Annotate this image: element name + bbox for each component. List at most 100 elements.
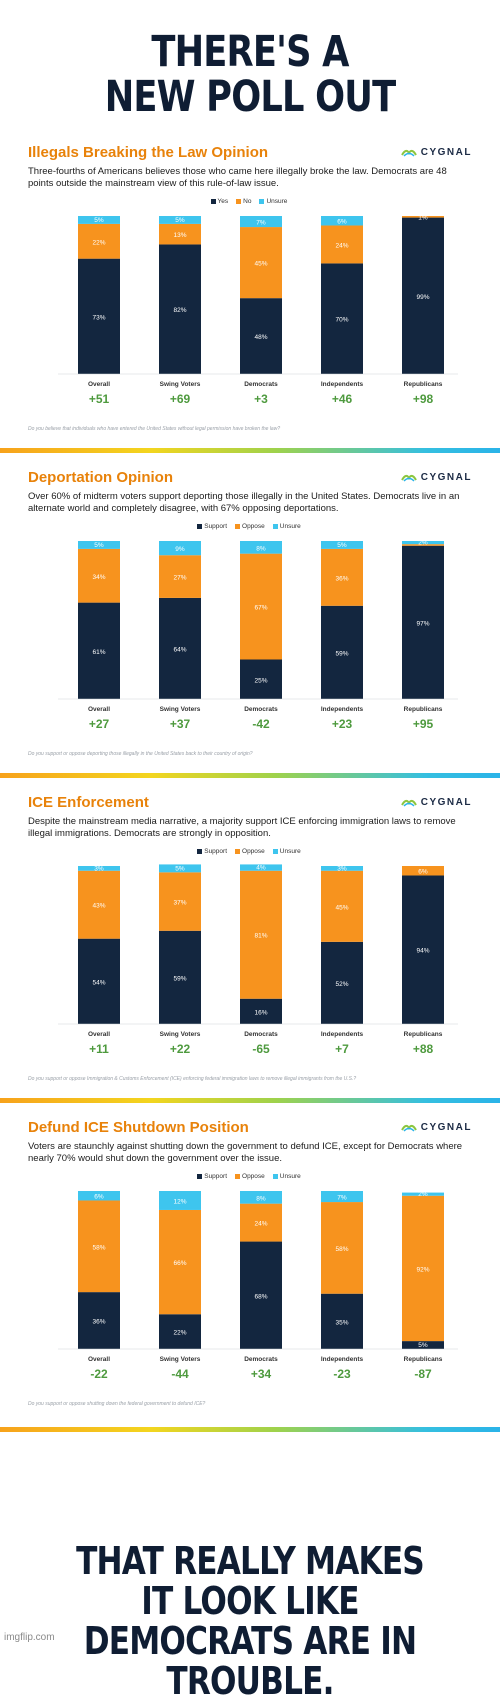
bar-data-label: 22% <box>173 1330 186 1337</box>
category-tick-label: Independents <box>321 1031 364 1038</box>
chart-footnote: Do you support or oppose shutting down t… <box>28 1401 206 1407</box>
bar-data-label: 7% <box>256 220 266 227</box>
meme-bottom-line-3: DEMOCRATS ARE IN TROUBLE. <box>83 1618 417 1703</box>
net-value-label: -65 <box>252 1042 270 1056</box>
bar-data-label: 68% <box>254 1293 267 1300</box>
cygnal-logo-icon <box>400 149 417 157</box>
bar-data-label: 5% <box>175 217 185 224</box>
bar-data-label: 25% <box>254 677 267 684</box>
bar-segment-oppose <box>78 1200 120 1293</box>
legend-item: Unsure <box>272 1173 301 1180</box>
legend-item: Yes <box>210 198 228 205</box>
category-tick-label: Swing Voters <box>160 706 201 713</box>
chart-subtitle: Over 60% of midterm voters support depor… <box>28 491 460 514</box>
bar-segment-oppose <box>159 1209 201 1315</box>
poll-panel: Illegals Breaking the Law Opinion CYGNAL T… <box>18 140 480 440</box>
legend-label: Oppose <box>242 523 265 530</box>
net-value-label: -42 <box>252 717 270 731</box>
chart-subtitle: Three-fourths of Americans believes thos… <box>28 166 447 189</box>
bar-segment-support <box>159 1314 201 1349</box>
bar-segment-yes <box>321 263 363 374</box>
legend-item: Unsure <box>259 198 287 205</box>
bar-segment-support <box>240 1241 282 1349</box>
bar-segment-support <box>78 602 120 699</box>
legend-item: Oppose <box>235 1173 265 1180</box>
bar-data-label: 66% <box>173 1260 186 1267</box>
bar-data-label: 97% <box>416 620 429 627</box>
bar-segment-oppose <box>321 548 363 606</box>
meme-top-line-2: NEW POLL OUT <box>104 72 396 123</box>
legend-label: Oppose <box>242 848 265 855</box>
bar-segment-unsure <box>78 1191 120 1201</box>
brand-name: CYGNAL <box>420 146 472 158</box>
legend-swatch <box>235 1174 241 1179</box>
bar-data-label: 36% <box>92 1319 105 1326</box>
legend-swatch <box>259 199 265 204</box>
legend-item: Oppose <box>235 523 265 530</box>
bar-segment-yes <box>159 244 201 374</box>
bar-data-label: 9% <box>175 546 185 553</box>
bar-data-label: 59% <box>335 650 348 657</box>
bar-data-label: 5% <box>94 542 104 549</box>
chart-subtitle: Voters are staunchly against shutting do… <box>28 1141 463 1164</box>
bar-segment-support <box>78 1292 120 1349</box>
bar-data-label: 45% <box>335 904 348 911</box>
bar-segment-support <box>78 938 120 1024</box>
bar-data-label: 12% <box>173 1198 186 1205</box>
chart-title: ICE Enforcement <box>28 794 149 811</box>
bar-data-label: 13% <box>173 232 186 239</box>
bar-segment-yes <box>78 258 120 374</box>
bar-data-label: 3% <box>94 865 104 872</box>
poll-panel: ICE Enforcement CYGNAL Despite the mainstr… <box>18 790 480 1090</box>
bar-segment-oppose <box>240 870 282 999</box>
bar-data-label: 7% <box>337 1195 347 1202</box>
chart-title: Deportation Opinion <box>28 469 173 486</box>
bar-segment-unsure <box>240 1191 282 1204</box>
bar-data-label: 94% <box>416 948 429 955</box>
bar-data-label: 82% <box>173 307 186 314</box>
gradient-divider <box>0 448 500 453</box>
stacked-bar-chart: 36% 58% 6% Overall -22 22% 66% 12% Swing Voters -… <box>58 1191 458 1381</box>
legend-swatch <box>272 524 278 529</box>
bar-segment-unsure <box>78 866 120 871</box>
bar-segment-support <box>159 597 201 699</box>
bar-segment-oppose <box>240 1203 282 1242</box>
legend-item: Support <box>197 848 227 855</box>
bar-data-label: 35% <box>335 1319 348 1326</box>
category-tick-label: Republicans <box>404 381 443 388</box>
meme-bottom-line-2: IT LOOK LIKE <box>141 1578 359 1623</box>
bar-segment-support <box>321 605 363 699</box>
legend-label: Support <box>204 848 228 855</box>
bar-data-label: 4% <box>256 865 266 872</box>
watermark: imgflip.com <box>4 1632 55 1643</box>
legend-swatch <box>197 849 203 854</box>
legend-swatch <box>272 849 278 854</box>
legend-item: Unsure <box>272 523 301 530</box>
chart-title: Illegals Breaking the Law Opinion <box>28 144 269 161</box>
bar-data-label: 27% <box>173 575 186 582</box>
bar-segment-support <box>159 930 201 1024</box>
bar-segment-unsure <box>159 1191 201 1210</box>
bar-segment-oppose <box>159 872 201 931</box>
bar-data-label: 48% <box>254 334 267 341</box>
bar-segment-support <box>240 998 282 1024</box>
bar-data-label: 73% <box>92 314 105 321</box>
legend-label: Unsure <box>266 198 288 205</box>
category-tick-label: Republicans <box>404 1356 443 1363</box>
legend-label: No <box>243 198 252 205</box>
brand-logo: CYGNAL <box>400 146 472 158</box>
bar-segment-no <box>159 223 201 245</box>
bar-segment-unsure <box>321 216 363 226</box>
legend-label: Support <box>204 1173 228 1180</box>
brand-name: CYGNAL <box>420 796 472 808</box>
cygnal-logo-icon <box>400 474 417 482</box>
bar-data-label: 92% <box>416 1266 429 1273</box>
category-tick-label: Swing Voters <box>160 1031 201 1038</box>
bar-data-label: 2% <box>418 1191 428 1198</box>
legend-swatch <box>235 524 241 529</box>
bar-segment-no <box>78 223 120 259</box>
bar-data-label: 58% <box>92 1244 105 1251</box>
legend-label: Support <box>204 523 228 530</box>
legend-swatch <box>272 1174 278 1179</box>
net-value-label: -23 <box>333 1367 351 1381</box>
